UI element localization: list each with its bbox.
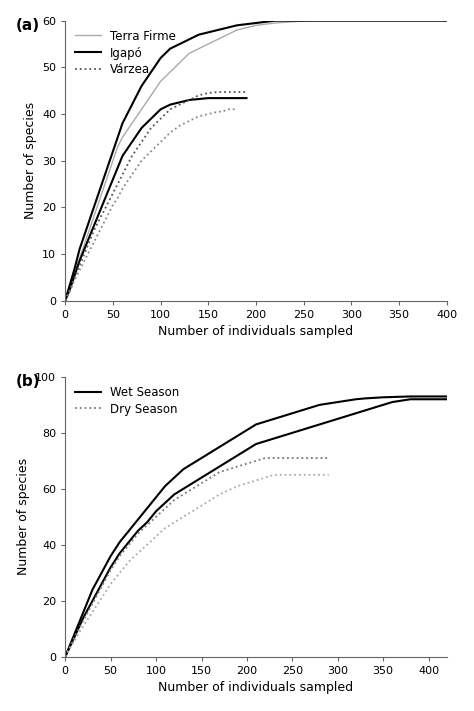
Legend: Wet Season, Dry Season: Wet Season, Dry Season: [71, 383, 183, 419]
Text: (a): (a): [16, 18, 40, 33]
Y-axis label: Number of species: Number of species: [24, 102, 36, 219]
Legend: Terra Firme, Igapó, Várzea: Terra Firme, Igapó, Várzea: [71, 26, 180, 80]
Y-axis label: Number of species: Number of species: [17, 459, 30, 575]
X-axis label: Number of individuals sampled: Number of individuals sampled: [158, 325, 354, 338]
X-axis label: Number of individuals sampled: Number of individuals sampled: [158, 681, 354, 695]
Text: (b): (b): [16, 374, 40, 389]
